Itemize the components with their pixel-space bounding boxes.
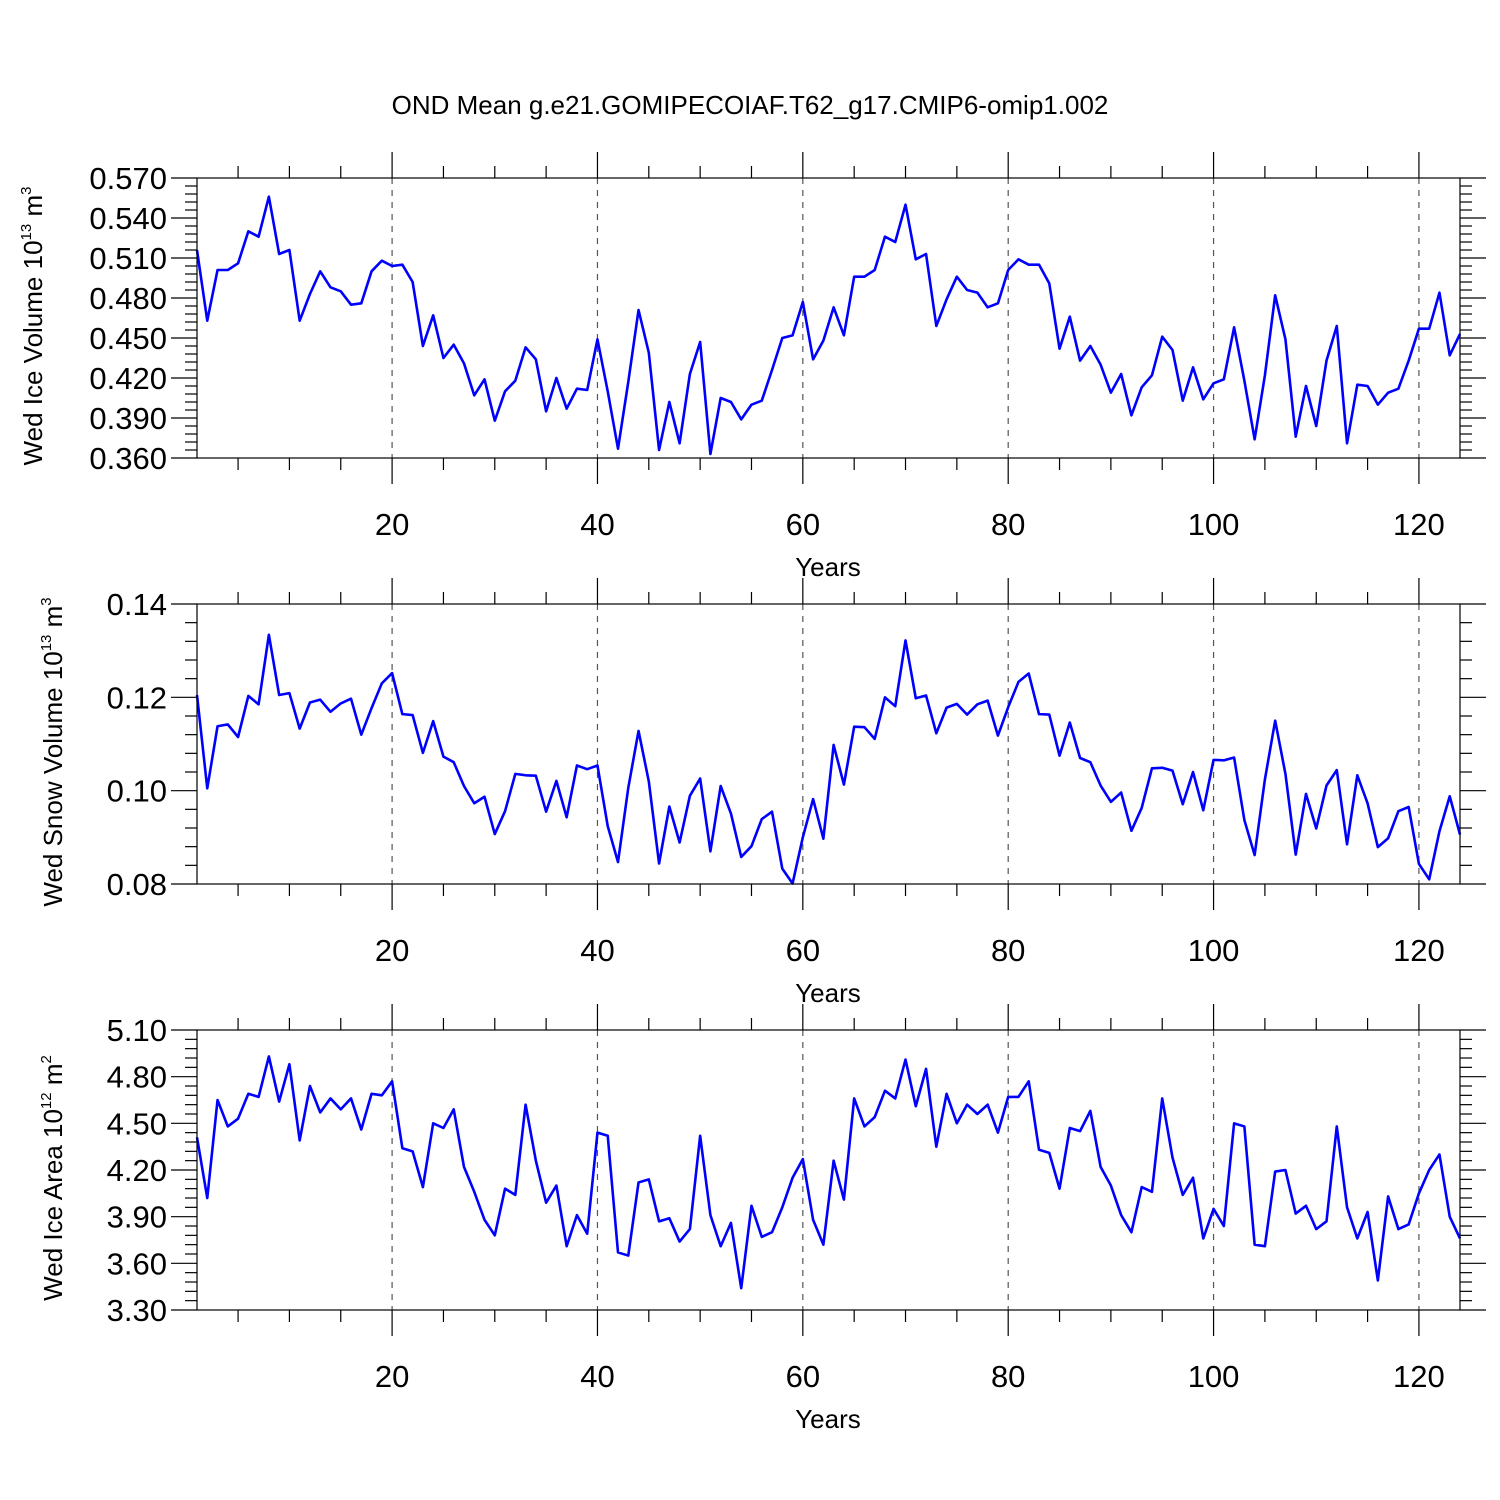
snow-volume-ytick-label: 0.10	[107, 774, 167, 809]
ice-area-y-axis-label-ylabel-main: Wed Ice Area 10	[38, 1109, 68, 1301]
ice-area-ytick-label: 4.50	[107, 1106, 167, 1141]
ice-volume-ytick-label: 0.540	[89, 201, 167, 236]
ice-volume-xtick-label: 120	[1393, 507, 1445, 542]
ice-volume-xtick-label: 40	[580, 507, 614, 542]
ice-volume-xtick-label: 100	[1188, 507, 1240, 542]
ice-volume-ytick-label: 0.360	[89, 441, 167, 476]
ice-volume-series-line	[195, 195, 1462, 456]
ice-area-xtick-label: 80	[991, 1359, 1025, 1394]
ice-volume-y-axis-label-ylabel-unit-exp: 3	[18, 187, 35, 195]
ice-area-ytick-label: 5.10	[107, 1013, 167, 1048]
ice-volume-ytick-label: 0.390	[89, 401, 167, 436]
ice-area-xtick-label: 60	[786, 1359, 820, 1394]
ice-area-xtick-label: 20	[375, 1359, 409, 1394]
panel-ice-volume: 0.360 0.390 0.420 0.450 0.480 0.510 0.540 0.570…	[18, 152, 1486, 582]
ice-volume-ytick-label: 0.420	[89, 361, 167, 396]
ice-area-y-axis-label: Wed Ice Area 1012 m2	[38, 1055, 68, 1301]
ice-area-ytick-label: 3.90	[107, 1200, 167, 1235]
ice-volume-ytick-label: 0.450	[89, 321, 167, 356]
ice-volume-plot-frame	[196, 177, 1461, 459]
snow-volume-x-axis-label: Years	[795, 978, 861, 1008]
snow-volume-ytick-label: 0.12	[107, 680, 167, 715]
ice-volume-ytick-label: 0.510	[89, 241, 167, 276]
snow-volume-xtick-label: 20	[375, 933, 409, 968]
ice-area-plot-frame	[196, 1029, 1461, 1311]
snow-volume-y-axis-label-ylabel-unit: m	[38, 606, 68, 635]
ice-area-xtick-label: 120	[1393, 1359, 1445, 1394]
snow-volume-series-line	[195, 633, 1462, 885]
ice-volume-x-axis-label: Years	[795, 552, 861, 582]
ice-area-y-axis-label-ylabel-exp: 12	[38, 1092, 55, 1109]
snow-volume-ytick-label: 0.08	[107, 867, 167, 902]
ice-volume-xtick-label: 20	[375, 507, 409, 542]
ice-volume-ytick-label: 0.480	[89, 281, 167, 316]
snow-volume-y-axis-label-ylabel-unit-exp: 3	[38, 597, 55, 605]
panel-ice-area: 3.30 3.60 3.90 4.20 4.50 4.80 5.10 20 40 60 80 100 1…	[38, 1004, 1486, 1434]
ice-area-ytick-label: 4.20	[107, 1153, 167, 1188]
snow-volume-y-axis-label: Wed Snow Volume 1013 m3	[38, 597, 68, 906]
snow-volume-xtick-label: 120	[1393, 933, 1445, 968]
snow-volume-xtick-label: 100	[1188, 933, 1240, 968]
ice-area-xtick-label: 40	[580, 1359, 614, 1394]
ice-volume-ytick-label: 0.570	[89, 161, 167, 196]
ice-area-ytick-label: 4.80	[107, 1060, 167, 1095]
ice-area-xtick-label: 100	[1188, 1359, 1240, 1394]
snow-volume-y-axis-label-ylabel-main: Wed Snow Volume 10	[38, 651, 68, 906]
ice-area-y-axis-label-ylabel-unit-exp: 2	[38, 1055, 55, 1063]
ice-area-x-axis-label: Years	[795, 1404, 861, 1434]
figure-title: OND Mean g.e21.GOMIPECOIAF.T62_g17.CMIP6…	[392, 90, 1109, 120]
ice-volume-xtick-label: 60	[786, 507, 820, 542]
snow-volume-xtick-label: 80	[991, 933, 1025, 968]
ice-volume-y-axis-label-ylabel-unit: m	[18, 195, 48, 224]
panel-snow-volume: 0.08 0.10 0.12 0.14 20 40 60 80 100 120 Years Wed S…	[38, 578, 1486, 1008]
ice-area-ytick-label: 3.60	[107, 1246, 167, 1281]
ice-volume-y-axis-label: Wed Ice Volume 1013 m3	[18, 187, 48, 466]
snow-volume-xtick-label: 60	[786, 933, 820, 968]
ice-area-ytick-label: 3.30	[107, 1293, 167, 1328]
snow-volume-y-axis-label-ylabel-exp: 13	[38, 635, 55, 652]
snow-volume-xtick-label: 40	[580, 933, 614, 968]
snow-volume-ytick-label: 0.14	[107, 587, 167, 622]
ice-volume-xtick-label: 80	[991, 507, 1025, 542]
ice-area-y-axis-label-ylabel-unit: m	[38, 1064, 68, 1093]
ice-area-series-line	[195, 1055, 1462, 1290]
snow-volume-plot-frame	[196, 603, 1461, 885]
ice-volume-y-axis-label-ylabel-main: Wed Ice Volume 10	[18, 240, 48, 465]
ice-volume-y-axis-label-ylabel-exp: 13	[18, 224, 35, 241]
